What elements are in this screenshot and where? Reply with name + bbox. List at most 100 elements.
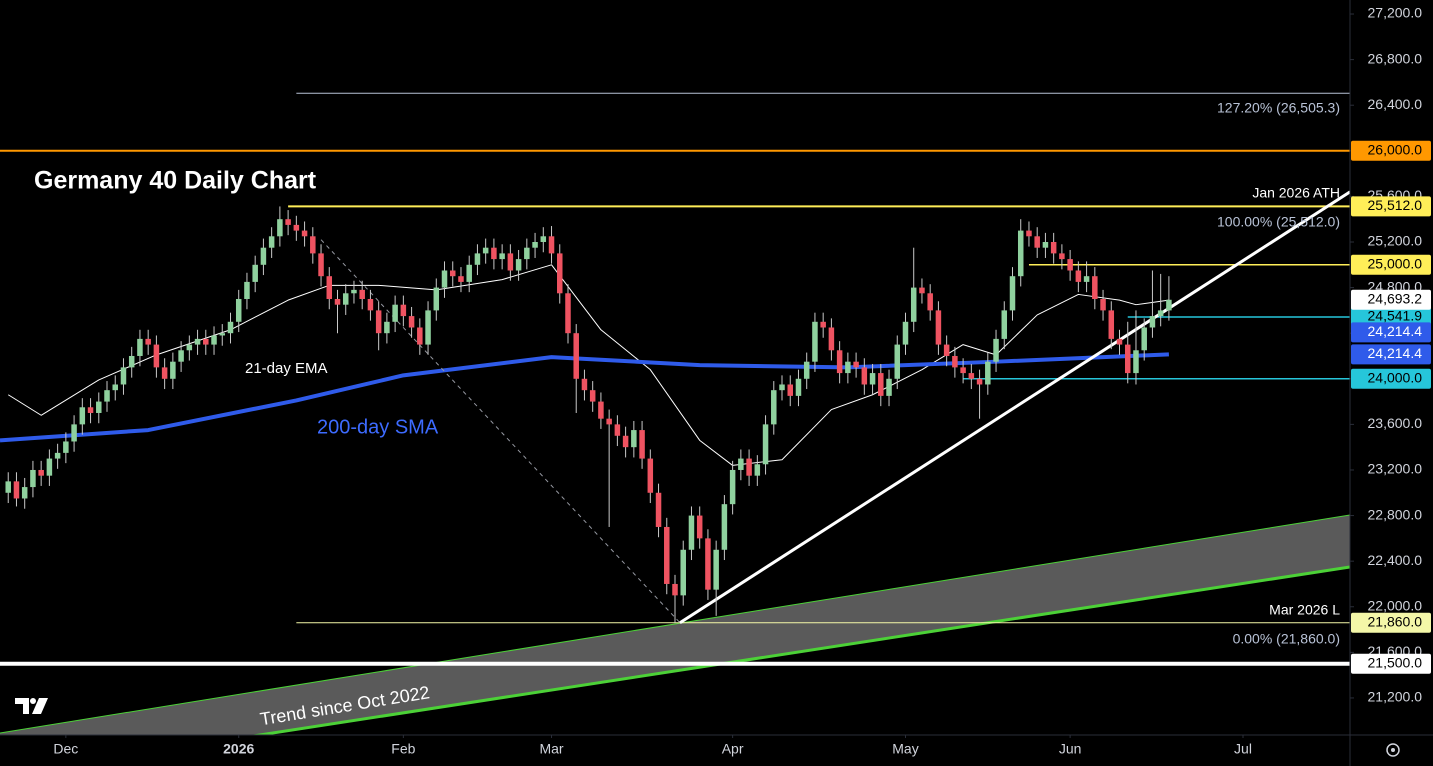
candle-body <box>244 281 250 299</box>
candle-body <box>631 430 637 448</box>
candle-body <box>466 264 472 282</box>
candle-body <box>38 469 44 476</box>
settings-icon-core[interactable] <box>1391 748 1395 752</box>
candle-body <box>845 361 851 374</box>
candle-body <box>672 583 678 596</box>
candle-body <box>384 321 390 334</box>
x-tick-label: May <box>892 741 918 757</box>
candle-body <box>252 264 258 282</box>
candle-body <box>548 236 555 254</box>
candle-body <box>211 335 217 345</box>
candle-body <box>820 321 826 328</box>
candle-body <box>441 270 448 288</box>
candle-body <box>557 253 563 294</box>
candle-body <box>1017 230 1024 277</box>
candle-body <box>79 407 86 425</box>
plot-area <box>0 92 1350 735</box>
settings-button[interactable] <box>1386 743 1400 757</box>
candle-body <box>754 464 761 476</box>
candle-body <box>993 338 999 362</box>
candle-body <box>614 424 621 436</box>
moving-average <box>7 264 1169 466</box>
candle-body <box>1042 241 1049 248</box>
channel-fill <box>0 515 1350 735</box>
candle-body <box>927 293 933 311</box>
candle-body <box>688 515 695 550</box>
candle-body <box>260 247 267 265</box>
x-tick-label: Jul <box>1234 741 1252 757</box>
price-label: 24,214.4 <box>1368 323 1423 339</box>
candle-body <box>836 350 843 374</box>
candle-body <box>664 526 670 584</box>
price-label-box <box>1351 322 1431 343</box>
logo-shape <box>15 698 48 714</box>
y-tick-label: 22,000.0 <box>1368 597 1423 613</box>
candle-body <box>408 316 415 328</box>
candle-body <box>1108 310 1115 339</box>
price-label-box <box>1351 653 1431 674</box>
candle-body <box>1059 253 1065 260</box>
candle-body <box>1067 259 1073 271</box>
candle-body <box>919 287 925 294</box>
candle-body <box>647 458 654 493</box>
candle-body <box>960 367 966 374</box>
candle-body <box>268 236 275 248</box>
candle-body <box>63 441 69 453</box>
candle-body <box>1083 276 1090 282</box>
candle-body <box>392 304 398 322</box>
candle-body <box>869 373 876 385</box>
candle-body <box>433 287 440 311</box>
settings-icon[interactable] <box>1386 743 1400 757</box>
candle-body <box>746 458 752 476</box>
candle-body <box>589 390 596 402</box>
candle-body <box>351 289 357 294</box>
price-label-box <box>1351 368 1431 389</box>
candle-body <box>573 333 579 379</box>
candle-body <box>524 247 530 260</box>
candle-body <box>878 373 884 396</box>
logo-dot <box>30 698 36 704</box>
candle-body <box>1009 276 1016 311</box>
candle-body <box>787 384 793 396</box>
candle-body <box>1141 327 1147 351</box>
candle-body <box>235 298 242 322</box>
candle-body <box>458 276 464 282</box>
candle-body <box>771 390 777 425</box>
axes: 21,200.021,600.022,000.022,400.022,800.0… <box>53 5 1431 757</box>
candle-body <box>565 293 571 334</box>
x-tick-label: Apr <box>722 741 744 757</box>
trendline <box>679 190 1350 624</box>
y-tick-label: 27,200.0 <box>1368 5 1423 21</box>
candle-body <box>581 378 588 391</box>
candle-body <box>104 390 110 402</box>
candle-body <box>515 259 522 271</box>
candle-body <box>1100 298 1106 311</box>
candle-body <box>1050 241 1057 254</box>
candle-body <box>639 430 645 459</box>
candle-body <box>5 481 11 493</box>
logo <box>15 698 48 714</box>
candle-body <box>1133 350 1139 374</box>
candle-body <box>170 361 176 379</box>
candle-body <box>219 333 226 336</box>
candle-body <box>120 367 127 385</box>
candle-body <box>310 236 316 254</box>
price-label-box <box>1351 612 1431 633</box>
annotation: Mar 2026 L <box>1269 602 1340 618</box>
price-label: 25,000.0 <box>1368 255 1423 271</box>
y-tick-label: 22,800.0 <box>1368 506 1423 522</box>
candle-body <box>375 310 382 334</box>
candle-body <box>161 367 168 379</box>
candle-body <box>71 424 77 442</box>
candle-body <box>30 469 36 488</box>
candle-body <box>367 298 374 311</box>
candle-body <box>968 373 975 379</box>
price-label: 24,214.4 <box>1368 345 1423 361</box>
x-tick-label: Dec <box>53 741 78 757</box>
candle-body <box>935 310 942 345</box>
candle-body <box>1149 316 1156 328</box>
annotation: Jan 2026 ATH <box>1252 185 1340 201</box>
candle-body <box>828 327 835 351</box>
candle-body <box>705 538 711 590</box>
